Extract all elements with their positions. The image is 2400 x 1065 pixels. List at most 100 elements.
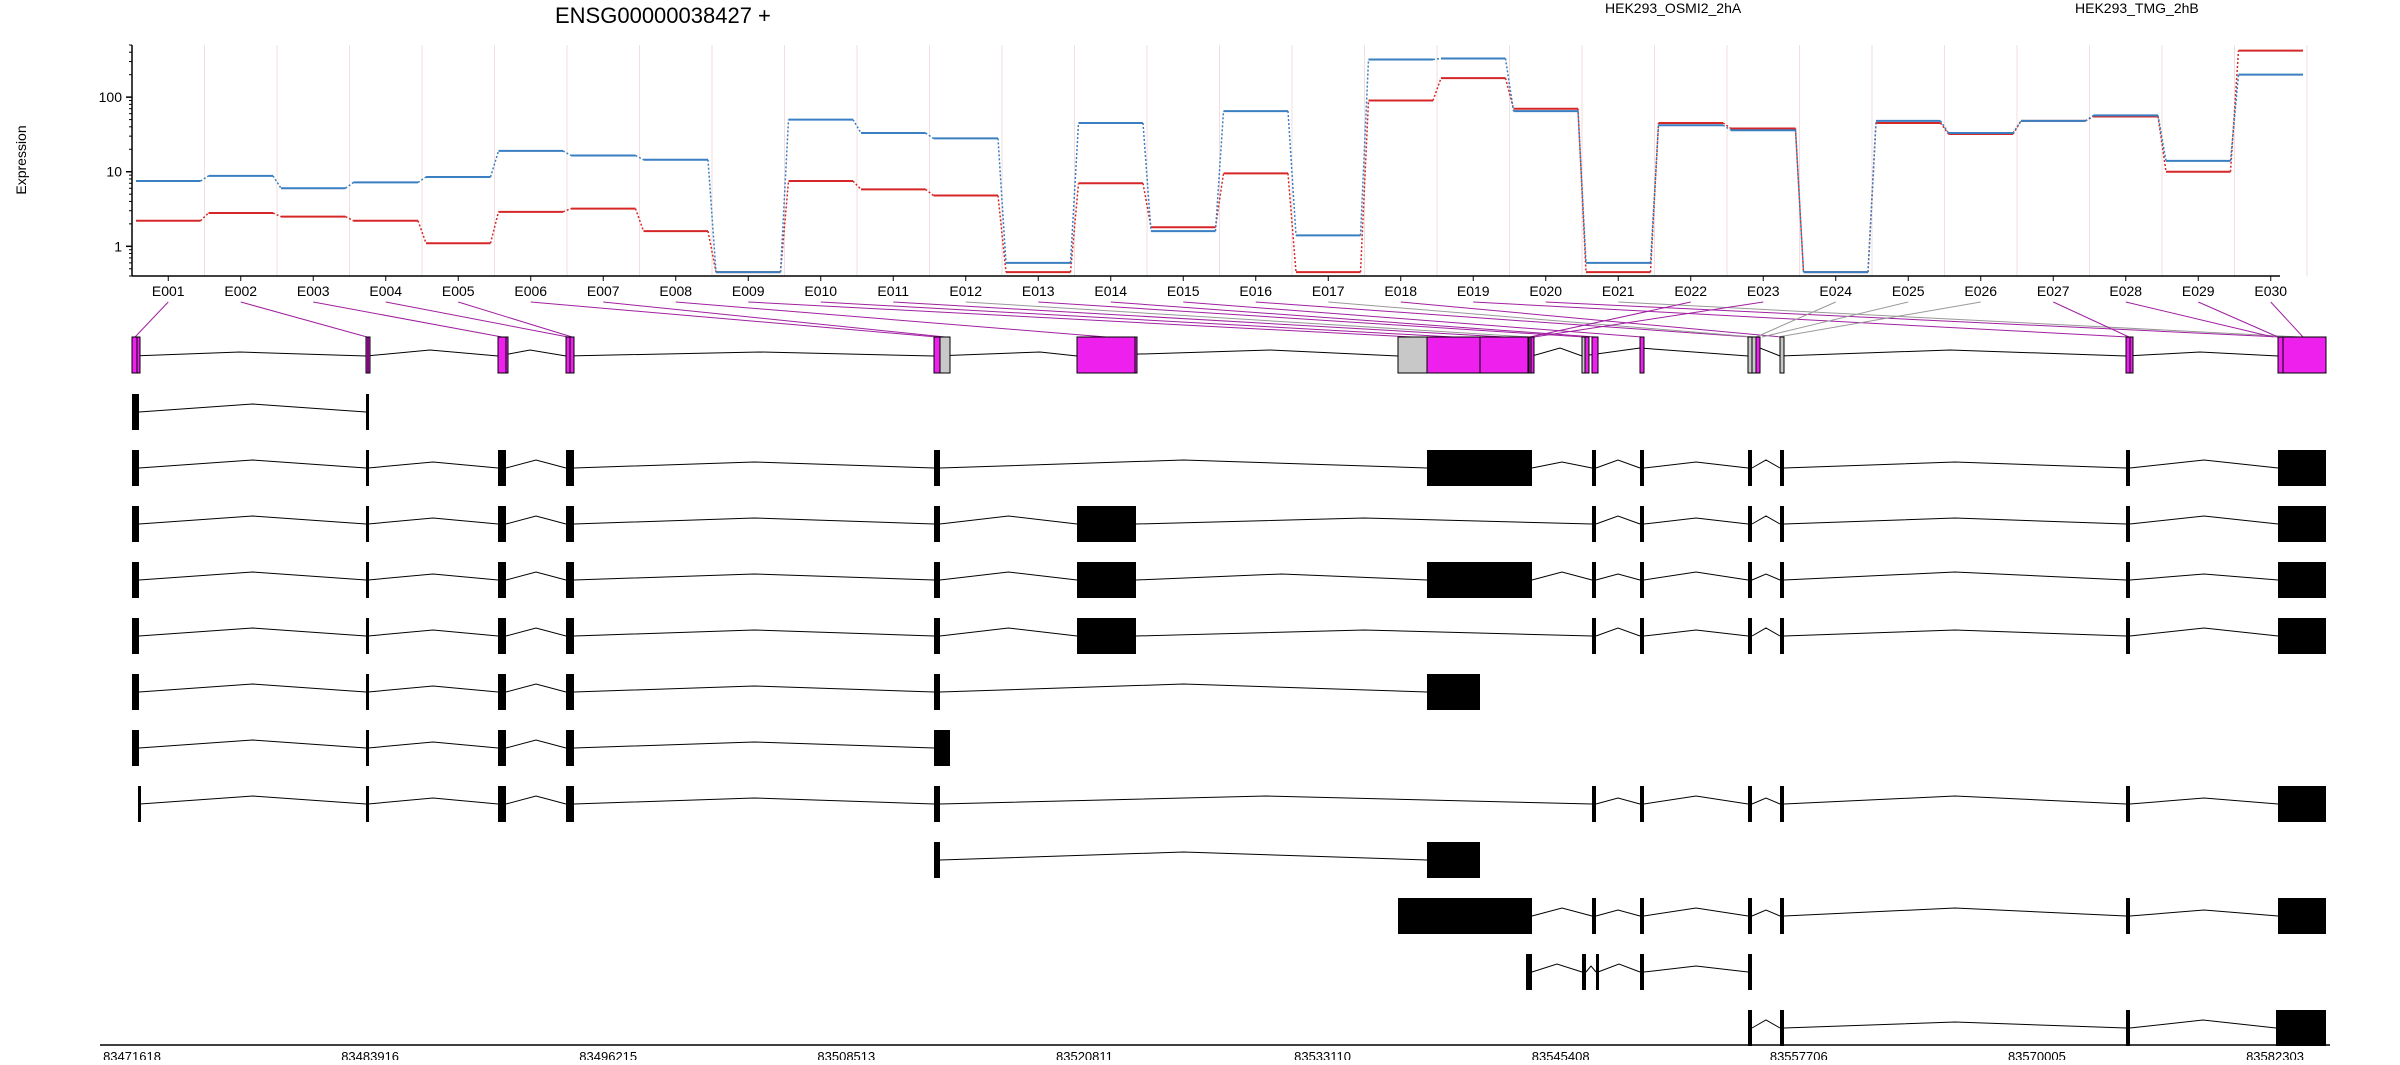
coordinate-label: 83557706 [1770,1049,1828,1060]
transcript-exon [1748,506,1752,542]
transcript-exon [1640,562,1644,598]
legend-series-1: HEK293_OSMI2_2hA [1605,0,1742,16]
exon-label: E022 [1674,283,1707,299]
exon-connector [240,301,368,338]
transcript-exon [2126,506,2130,542]
transcript-exon [1748,450,1752,486]
transcript-exon [1077,506,1136,542]
exon-bin [1584,336,1590,374]
transcript-exon [934,450,940,486]
transcript-exon [132,394,139,430]
transcript-exon [1398,898,1532,934]
exon-connector [748,301,1413,338]
transcript-exon [1427,842,1480,878]
transcript-exon [132,730,139,766]
transcript-intron [138,683,1428,693]
exon-labels: E001 E002 E003 E004 E005 E006 E007 E008 E009 E010… [152,283,2287,299]
transcript-exon [1592,450,1596,486]
transcript-exon [366,394,369,430]
exon-connector [1777,301,1981,338]
exon-connector [1400,301,1783,338]
coordinate-label: 83545408 [1532,1049,1590,1060]
transcript-exon [934,842,940,878]
exon-bin [565,336,571,374]
transcript-exon [2276,1010,2326,1046]
exon-bin [1639,336,1645,374]
exon-label: E020 [1529,283,1562,299]
transcript-exon [1640,618,1644,654]
exon-bin [939,336,951,374]
transcript-exon [2126,786,2130,822]
transcript-exon [1748,562,1752,598]
coordinate-label: 83533110 [1294,1049,1351,1060]
exon-connector [820,301,1454,338]
exon-connector [603,301,946,338]
exon-connector [1255,301,1751,338]
y-axis-label: Expression [13,125,29,194]
exon-bin [1397,336,1428,374]
genomic-coordinate-axis: 83471618 83483916 83496215 83508513 83520811… [100,1044,2330,1064]
transcript-exon [1780,506,1784,542]
exon-label: E011 [877,283,909,299]
chart-title: ENSG00000038427 + [555,3,771,28]
exon-bin [1751,336,1757,374]
exon-connector [893,301,1505,338]
transcript-exon [132,506,139,542]
transcript-exon [1780,562,1784,598]
transcript-exon [1592,506,1596,542]
transcript-exon [1427,450,1532,486]
transcript-exon [132,450,139,486]
coordinate-label: 83570005 [2008,1049,2066,1060]
legend-series-2: HEK293_TMG_2hB [2075,0,2199,16]
exon-bin [505,336,509,374]
exon-bin [1779,336,1785,374]
exon-label: E002 [224,283,257,299]
transcript-exon [2126,450,2130,486]
exon-connector [1110,301,1596,338]
transcript-exon [498,506,506,542]
transcript-exon [566,506,574,542]
exon-label: E021 [1602,283,1635,299]
transcript-models [132,394,2326,1046]
exon-bin [2282,336,2327,374]
transcript-exon [1077,562,1136,598]
exon-connector [1038,301,1585,338]
transcript-exon [2278,506,2326,542]
exon-label: E018 [1384,283,1417,299]
exon-connector [458,301,573,338]
transcript-exon [1582,954,1586,990]
exon-connector [2270,301,2304,338]
coordinate-label: 83520811 [1056,1049,1113,1060]
transcript-exon [1592,618,1596,654]
exon-bin [1530,336,1535,374]
transcript-exon [1596,954,1599,990]
transcript-intron [139,795,2279,805]
transcript-intron [138,403,367,413]
transcript-exon [934,674,940,710]
transcript-exon [1592,898,1596,934]
exon-label: E024 [1819,283,1852,299]
exon-bin [1076,336,1137,374]
transcript-exon [498,730,506,766]
transcript-exon [366,674,369,710]
exon-bin [933,336,941,374]
transcript-exon [132,618,139,654]
exon-track-backbone [131,347,2279,357]
exon-bin [2277,336,2284,374]
transcript-exon [2278,898,2326,934]
transcript-exon [498,562,506,598]
exon-bin [1479,336,1529,374]
transcript-exon [1780,1010,1784,1046]
exon-label: E027 [2037,283,2070,299]
transcript-exon [1780,450,1784,486]
y-tick-label: 100 [99,89,123,105]
transcript-exon [1640,954,1644,990]
exon-connector [675,301,1107,338]
transcript-exon [2126,562,2130,598]
y-tick-label: 1 [114,238,122,254]
exon-connector [1183,301,1643,338]
transcript-exon [1780,786,1784,822]
exon-label: E025 [1892,283,1925,299]
transcript-exon [1748,954,1752,990]
